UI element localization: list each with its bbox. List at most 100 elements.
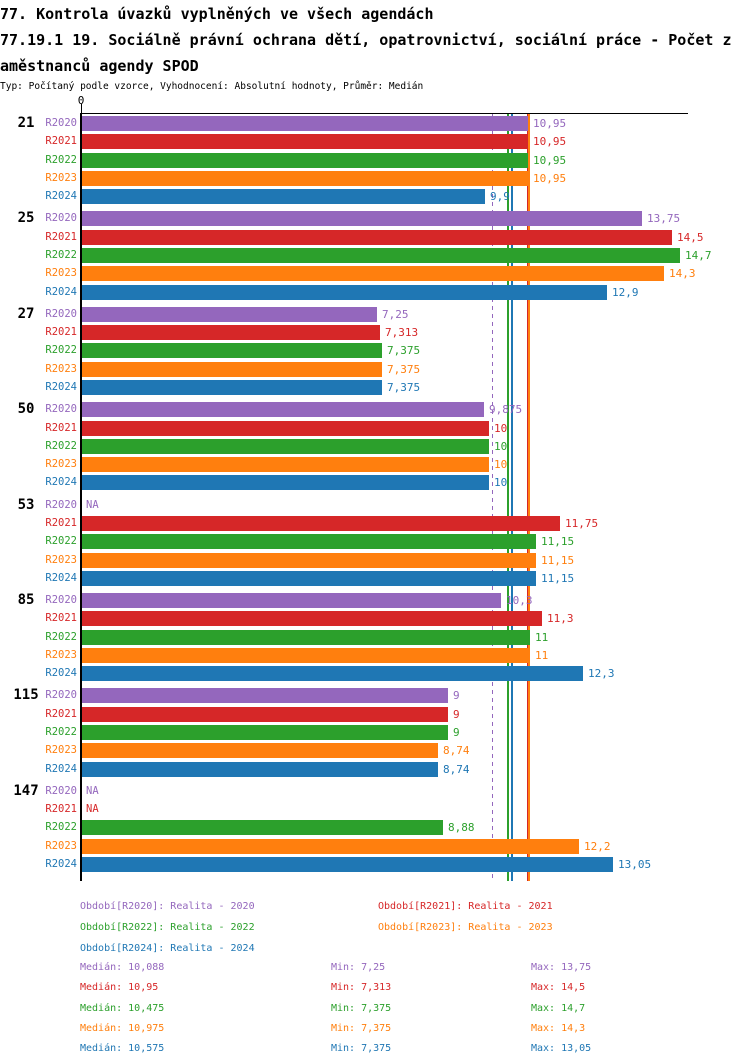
stat-max-r2022: Max: 14,7 [531,1003,586,1014]
median-line-r2023 [527,114,531,881]
value-label-147-R2024: 13,05 [618,858,652,871]
bar-85-R2020 [82,593,501,608]
bar-53-R2023 [82,553,536,568]
stat-max-r2024: Max: 13,05 [531,1043,592,1054]
value-label-85-R2021: 11,3 [547,612,574,625]
value-label-21-R2023: 10,95 [533,172,567,185]
year-label-115-R2020: R2020 [45,689,77,701]
na-value-147-R2020: NA [86,785,99,797]
legend-item-r2021: Období[R2021]: Realita - 2021 [378,901,553,912]
stat-min-r2024: Min: 7,375 [331,1043,392,1054]
bar-85-R2022 [82,630,530,645]
na-value-53-R2020: NA [86,499,99,511]
bar-53-R2022 [82,534,536,549]
bar-85-R2021 [82,611,542,626]
value-label-21-R2024: 9,9 [490,190,510,203]
bar-50-R2020 [82,402,484,417]
group-label-50: 50 [17,401,35,418]
median-line-r2020 [491,114,494,881]
year-label-53-R2024: R2024 [45,572,77,584]
year-label-21-R2022: R2022 [45,154,77,166]
year-label-53-R2020: R2020 [45,499,77,511]
value-label-85-R2024: 12,3 [588,667,615,680]
bar-50-R2024 [82,475,489,490]
axis-tick-mark [81,104,82,113]
year-label-115-R2022: R2022 [45,726,77,738]
value-label-50-R2022: 10 [494,440,508,453]
stat-max-r2023: Max: 14,3 [531,1023,586,1034]
value-label-115-R2023: 8,74 [443,744,470,757]
bar-21-R2024 [82,189,485,204]
group-label-25: 25 [17,210,35,227]
stat-min-r2021: Min: 7,313 [331,982,392,993]
value-label-53-R2023: 11,15 [541,554,575,567]
bar-147-R2022 [82,820,443,835]
bar-27-R2020 [82,307,377,322]
bar-50-R2022 [82,439,489,454]
median-line-r2024 [511,114,513,881]
stat-min-r2022: Min: 7,375 [331,1003,392,1014]
bar-25-R2020 [82,211,642,226]
stat-median-r2024: Medián: 10,575 [80,1043,165,1054]
bar-85-R2024 [82,666,583,681]
year-label-85-R2023: R2023 [45,649,77,661]
value-label-27-R2022: 7,375 [387,344,421,357]
value-label-53-R2022: 11,15 [541,535,575,548]
group-label-85: 85 [17,592,35,608]
legend-item-r2022: Období[R2022]: Realita - 2022 [80,922,255,933]
bar-53-R2021 [82,516,560,531]
page-title-line1: 77. Kontrola úvazků vyplněných ve všech … [0,5,434,23]
value-label-50-R2023: 10 [494,458,508,471]
year-label-50-R2022: R2022 [45,440,77,452]
bar-25-R2023 [82,266,664,281]
legend-item-r2024: Období[R2024]: Realita - 2024 [80,943,255,954]
year-label-115-R2024: R2024 [45,763,77,775]
value-label-27-R2024: 7,375 [387,381,421,394]
group-label-115: 115 [13,687,39,704]
bar-50-R2023 [82,457,489,472]
stat-median-r2022: Medián: 10,475 [80,1003,165,1014]
year-label-115-R2023: R2023 [45,744,77,756]
year-label-147-R2023: R2023 [45,840,77,852]
bar-115-R2020 [82,688,448,703]
year-label-21-R2023: R2023 [45,172,77,184]
value-label-27-R2023: 7,375 [387,363,421,376]
year-label-85-R2024: R2024 [45,667,77,679]
bar-85-R2023 [82,648,530,663]
axis-left-line [80,113,82,881]
value-label-50-R2024: 10 [494,476,508,489]
bar-21-R2021 [82,134,528,149]
value-label-85-R2022: 11 [535,631,549,644]
bar-115-R2021 [82,707,448,722]
chart-subtitle: Typ: Počítaný podle vzorce, Vyhodnocení:… [0,81,424,92]
bar-27-R2022 [82,343,382,358]
page-title-line2: 77.19.1 19. Sociálně právní ochrana dětí… [0,31,732,49]
stat-median-r2021: Medián: 10,95 [80,982,159,993]
year-label-85-R2020: R2020 [45,594,77,606]
year-label-25-R2022: R2022 [45,249,77,261]
year-label-50-R2023: R2023 [45,458,77,470]
axis-top-line [81,113,688,114]
stat-median-r2023: Medián: 10,975 [80,1023,165,1034]
value-label-27-R2020: 7,25 [382,308,409,321]
year-label-53-R2022: R2022 [45,535,77,547]
year-label-53-R2023: R2023 [45,554,77,566]
page-title-line3: aměstnanců agendy SPOD [0,57,199,75]
value-label-147-R2022: 8,88 [448,821,475,834]
bar-21-R2023 [82,171,528,186]
bar-115-R2023 [82,743,438,758]
year-label-25-R2023: R2023 [45,267,77,279]
value-label-50-R2021: 10 [494,422,508,435]
legend-item-r2020: Období[R2020]: Realita - 2020 [80,901,255,912]
value-label-147-R2023: 12,2 [584,840,611,853]
year-label-25-R2024: R2024 [45,286,77,298]
bar-147-R2024 [82,857,613,872]
median-line-r2022 [507,114,509,881]
year-label-25-R2021: R2021 [45,231,77,243]
axis-tick-zero: 0 [77,94,85,107]
bar-27-R2021 [82,325,380,340]
bar-21-R2020 [82,116,528,131]
group-label-21: 21 [17,115,35,131]
